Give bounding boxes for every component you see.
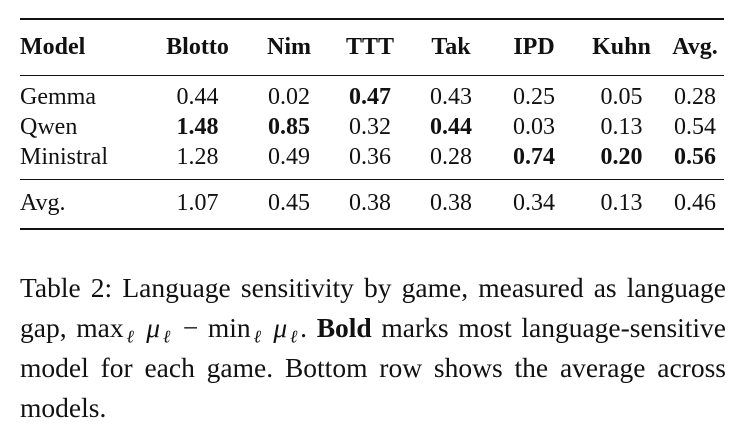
- caption-formula: maxℓ μℓ − minℓ μℓ.: [76, 312, 308, 347]
- table-header: Model Blotto Nim TTT Tak IPD Kuhn Avg.: [20, 18, 724, 76]
- value-cell: 0.49: [268, 143, 310, 170]
- caption-label: Table 2:: [20, 272, 113, 303]
- model-cell: Gemma: [20, 83, 96, 110]
- table-body: Gemma 0.44 0.02 0.47 0.43 0.25 0.05 0.28…: [20, 75, 724, 179]
- header-kuhn: Kuhn: [577, 18, 666, 76]
- max-operator: max: [76, 312, 124, 343]
- average-row: Avg. 1.07 0.45 0.38 0.38 0.34 0.13 0.46: [20, 178, 724, 230]
- results-table: Model Blotto Nim TTT Tak IPD Kuhn Avg. G…: [20, 18, 724, 230]
- average-value-cell: 0.13: [577, 178, 666, 230]
- header-model: Model: [20, 18, 146, 76]
- mu-symbol-1: μ: [146, 312, 161, 343]
- results-table-container: Model Blotto Nim TTT Tak IPD Kuhn Avg. G…: [20, 18, 724, 230]
- average-value-cell: 0.38: [329, 178, 411, 230]
- value-cell: 0.85: [268, 113, 310, 140]
- value-cell: 0.54: [674, 113, 716, 140]
- table-row: Gemma 0.44 0.02 0.47 0.43 0.25 0.05 0.28: [20, 75, 724, 111]
- header-blotto: Blotto: [146, 18, 249, 76]
- table-caption: Table 2: Language sensitivity by game, m…: [20, 268, 726, 428]
- value-cell: 0.56: [674, 143, 716, 170]
- header-ttt: TTT: [329, 18, 411, 76]
- header-tak: Tak: [411, 18, 491, 76]
- value-cell: 0.05: [600, 83, 643, 110]
- min-subscript: ℓ: [250, 326, 264, 347]
- average-value-cell: 0.46: [666, 178, 724, 230]
- caption-text-2: marks most language-sensitive model for …: [20, 312, 727, 423]
- value-cell: 0.03: [513, 113, 555, 140]
- value-cell: 0.02: [268, 83, 310, 110]
- table-row: Ministral 1.28 0.49 0.36 0.28 0.74 0.20 …: [20, 144, 724, 180]
- average-value-cell: 1.07: [146, 178, 249, 230]
- model-cell: Qwen: [20, 113, 78, 140]
- caption-text-1: Language sensitivity by game, measured a…: [20, 272, 727, 343]
- value-cell: 0.43: [430, 83, 472, 110]
- model-cell: Ministral: [20, 143, 108, 170]
- value-cell: 0.28: [430, 143, 472, 170]
- max-subscript: ℓ: [123, 326, 137, 347]
- value-cell: 0.28: [674, 83, 716, 110]
- header-row: Model Blotto Nim TTT Tak IPD Kuhn Avg.: [20, 18, 724, 76]
- table-row: Qwen 1.48 0.85 0.32 0.44 0.03 0.13 0.54: [20, 111, 724, 144]
- value-cell: 1.28: [176, 143, 219, 170]
- average-value-cell: 0.34: [491, 178, 577, 230]
- min-operator: min: [207, 312, 251, 343]
- value-cell: 0.25: [513, 83, 555, 110]
- header-ipd: IPD: [491, 18, 577, 76]
- average-value-cell: 0.38: [411, 178, 491, 230]
- value-cell: 1.48: [176, 113, 219, 140]
- average-label: Avg.: [20, 178, 146, 230]
- value-cell: 0.44: [176, 83, 219, 110]
- header-nim: Nim: [249, 18, 329, 76]
- average-section: Avg. 1.07 0.45 0.38 0.38 0.34 0.13 0.46: [20, 178, 724, 230]
- value-cell: 0.32: [349, 113, 391, 140]
- value-cell: 0.47: [349, 83, 391, 110]
- minus-sign: −: [182, 312, 199, 343]
- mu-subscript-1: ℓ: [160, 326, 174, 347]
- value-cell: 0.20: [600, 143, 643, 170]
- average-value-cell: 0.45: [249, 178, 329, 230]
- value-cell: 0.74: [513, 143, 555, 170]
- mu-subscript-2: ℓ: [287, 326, 301, 347]
- mu-symbol-2: μ: [273, 312, 288, 343]
- value-cell: 0.44: [430, 113, 472, 140]
- value-cell: 0.13: [600, 113, 643, 140]
- caption-bold-word: Bold: [316, 312, 372, 343]
- value-cell: 0.36: [349, 143, 391, 170]
- header-avg: Avg.: [666, 18, 724, 76]
